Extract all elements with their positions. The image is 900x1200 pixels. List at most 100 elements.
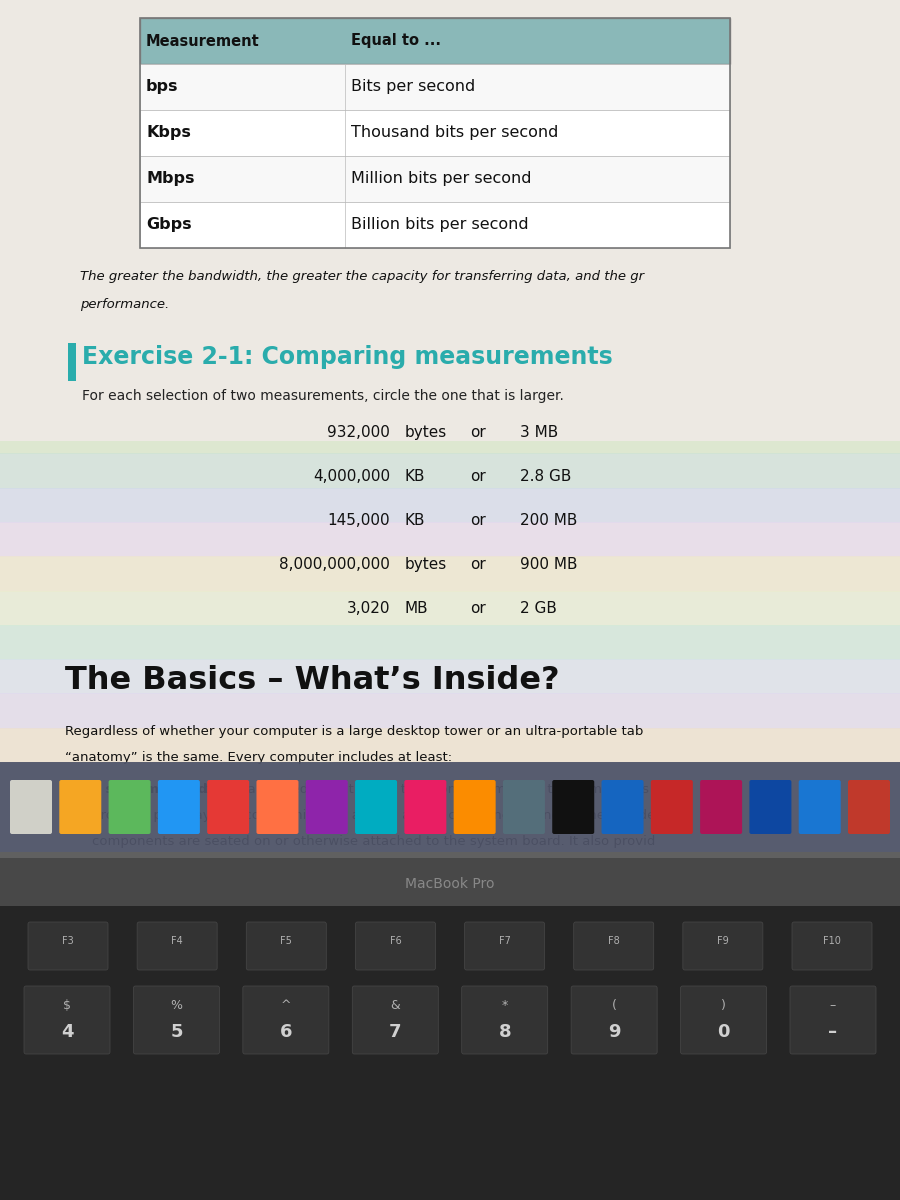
Text: bytes: bytes: [405, 557, 447, 572]
Text: KB: KB: [405, 469, 426, 484]
Text: %: %: [170, 1000, 183, 1013]
Text: or: or: [470, 557, 486, 572]
FancyBboxPatch shape: [0, 522, 900, 557]
FancyBboxPatch shape: [848, 780, 890, 834]
Text: 7: 7: [389, 1022, 401, 1040]
FancyBboxPatch shape: [0, 0, 900, 440]
FancyBboxPatch shape: [140, 156, 730, 202]
Text: or: or: [470, 601, 486, 616]
Text: (: (: [612, 1000, 616, 1013]
FancyBboxPatch shape: [0, 906, 900, 1200]
Text: Gbps: Gbps: [146, 217, 192, 233]
Text: Billion bits per second: Billion bits per second: [351, 217, 528, 233]
FancyBboxPatch shape: [0, 419, 900, 455]
Text: 200 MB: 200 MB: [520, 514, 578, 528]
Text: 900 MB: 900 MB: [520, 557, 578, 572]
FancyBboxPatch shape: [356, 922, 436, 970]
FancyBboxPatch shape: [28, 922, 108, 970]
Text: F5: F5: [280, 936, 292, 946]
FancyBboxPatch shape: [404, 780, 446, 834]
FancyBboxPatch shape: [140, 18, 730, 64]
Text: –: –: [828, 1022, 838, 1040]
Text: bytes: bytes: [405, 425, 447, 440]
Text: 145,000: 145,000: [328, 514, 390, 528]
FancyBboxPatch shape: [247, 922, 327, 970]
Text: bps: bps: [146, 79, 178, 95]
FancyBboxPatch shape: [140, 202, 730, 248]
FancyBboxPatch shape: [140, 110, 730, 156]
Text: For each selection of two measurements, circle the one that is larger.: For each selection of two measurements, …: [82, 389, 564, 403]
Text: Measurement: Measurement: [146, 34, 260, 48]
Text: 8,000,000,000: 8,000,000,000: [279, 557, 390, 572]
FancyBboxPatch shape: [0, 487, 900, 523]
Text: 2 GB: 2 GB: [520, 601, 557, 616]
FancyBboxPatch shape: [158, 780, 200, 834]
Text: ): ): [721, 1000, 726, 1013]
Text: &: &: [391, 1000, 401, 1013]
FancyBboxPatch shape: [572, 986, 657, 1054]
Text: The Basics – What’s Inside?: The Basics – What’s Inside?: [65, 665, 560, 696]
Text: or: or: [470, 469, 486, 484]
FancyBboxPatch shape: [352, 986, 438, 1054]
Text: or: or: [470, 425, 486, 440]
Text: –: –: [830, 1000, 836, 1013]
Text: F10: F10: [824, 936, 841, 946]
FancyBboxPatch shape: [243, 986, 328, 1054]
Text: F6: F6: [390, 936, 401, 946]
FancyBboxPatch shape: [356, 780, 397, 834]
Text: 3 MB: 3 MB: [520, 425, 558, 440]
Text: ^: ^: [281, 1000, 291, 1013]
FancyBboxPatch shape: [0, 590, 900, 625]
Text: F8: F8: [608, 936, 619, 946]
FancyBboxPatch shape: [454, 780, 496, 834]
Text: Bits per second: Bits per second: [351, 79, 475, 95]
FancyBboxPatch shape: [680, 986, 767, 1054]
FancyBboxPatch shape: [0, 727, 900, 763]
Text: performance.: performance.: [80, 298, 169, 311]
FancyBboxPatch shape: [24, 986, 110, 1054]
FancyBboxPatch shape: [109, 780, 150, 834]
Text: 3,020: 3,020: [346, 601, 390, 616]
FancyBboxPatch shape: [792, 922, 872, 970]
Text: F3: F3: [62, 936, 74, 946]
FancyBboxPatch shape: [0, 852, 900, 858]
Text: KB: KB: [405, 514, 426, 528]
Text: “anatomy” is the same. Every computer includes at least:: “anatomy” is the same. Every computer in…: [65, 751, 452, 764]
FancyBboxPatch shape: [59, 780, 102, 834]
Text: – this is a printed circuit board that contains most of the computer’s: – this is a printed circuit board that c…: [189, 782, 649, 796]
FancyBboxPatch shape: [133, 986, 220, 1054]
Text: F9: F9: [717, 936, 729, 946]
Text: provides pathways for communication among all the components and connected dev: provides pathways for communication amon…: [92, 809, 663, 822]
FancyBboxPatch shape: [0, 557, 900, 592]
Text: 8: 8: [499, 1022, 511, 1040]
FancyBboxPatch shape: [207, 780, 249, 834]
Text: 5: 5: [170, 1022, 183, 1040]
FancyBboxPatch shape: [464, 922, 544, 970]
Text: MacBook Pro: MacBook Pro: [405, 877, 495, 890]
Text: 4,000,000: 4,000,000: [313, 469, 390, 484]
FancyBboxPatch shape: [683, 922, 763, 970]
FancyBboxPatch shape: [0, 762, 900, 852]
FancyBboxPatch shape: [0, 852, 900, 906]
FancyBboxPatch shape: [0, 0, 900, 762]
FancyBboxPatch shape: [0, 0, 900, 8]
FancyBboxPatch shape: [0, 454, 900, 488]
FancyBboxPatch shape: [601, 780, 644, 834]
Text: 0: 0: [717, 1022, 730, 1040]
FancyBboxPatch shape: [798, 780, 841, 834]
FancyBboxPatch shape: [700, 780, 742, 834]
Text: components are seated on or otherwise attached to the system board. It also prov: components are seated on or otherwise at…: [92, 835, 655, 848]
FancyBboxPatch shape: [651, 780, 693, 834]
Text: a system board: a system board: [92, 782, 208, 796]
Text: 4: 4: [61, 1022, 73, 1040]
Text: *: *: [501, 1000, 508, 1013]
Text: Exercise 2-1: Comparing measurements: Exercise 2-1: Comparing measurements: [82, 346, 613, 370]
FancyBboxPatch shape: [750, 780, 791, 834]
FancyBboxPatch shape: [140, 64, 730, 110]
Text: 2.8 GB: 2.8 GB: [520, 469, 572, 484]
Text: Regardless of whether your computer is a large desktop tower or an ultra-portabl: Regardless of whether your computer is a…: [65, 725, 644, 738]
Text: Million bits per second: Million bits per second: [351, 172, 532, 186]
FancyBboxPatch shape: [256, 780, 299, 834]
Text: Mbps: Mbps: [146, 172, 194, 186]
Text: 932,000: 932,000: [327, 425, 390, 440]
